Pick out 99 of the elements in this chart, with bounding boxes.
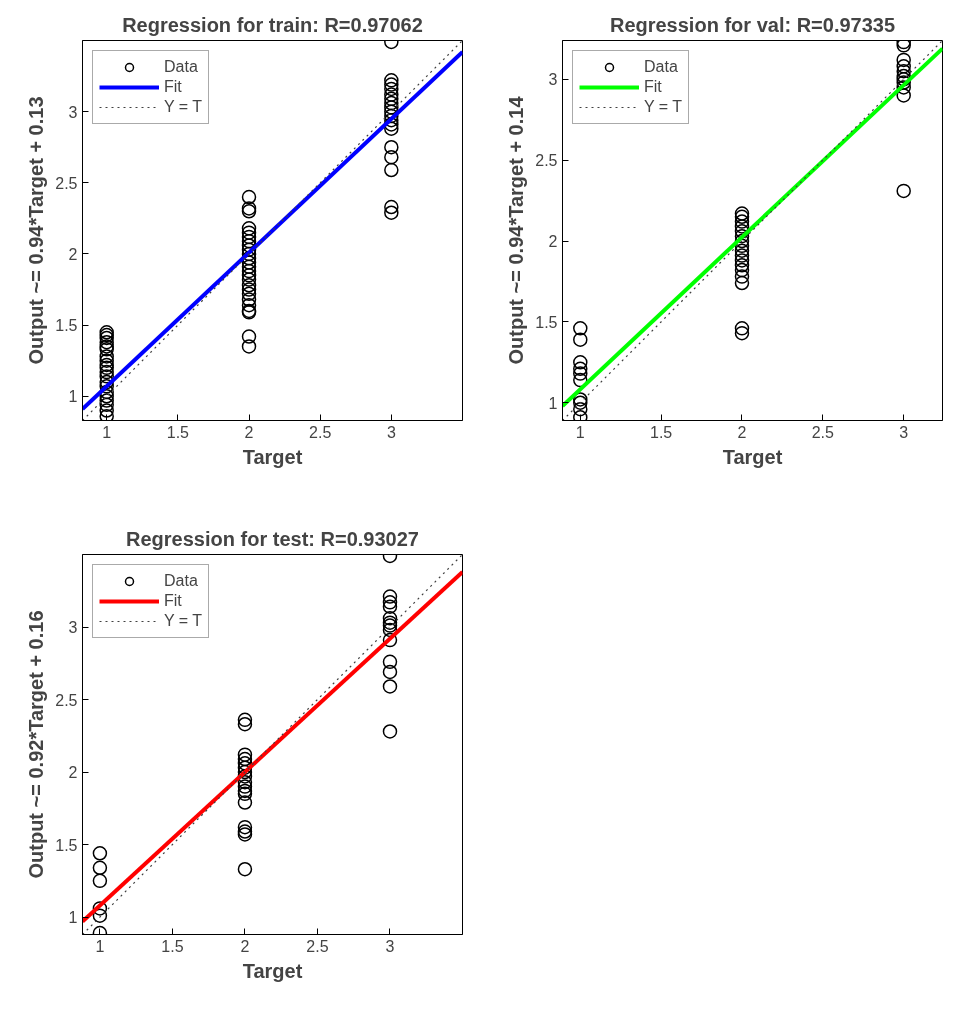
point [382,611,398,626]
chart-title: Regression for val: R=0.97335 [609,13,896,36]
point [237,819,253,835]
y-tick-label: 1.5 [535,313,558,331]
point [734,253,750,268]
y-axis-title: Output ~= 0.94*Target + 0.13 [25,96,48,365]
point [896,80,911,95]
y-tick-label: 3 [68,619,78,637]
y-tick-label: 3 [68,103,78,121]
point [237,769,253,784]
x-axis-title: Target [242,959,303,982]
point [734,262,750,278]
point [382,664,398,680]
x-tick-label: 2 [240,937,250,955]
point [237,764,253,780]
y-tick-label: 1 [68,909,78,927]
y-tick-label: 3 [548,71,558,89]
point [734,228,750,244]
point [92,873,108,889]
point [573,355,588,370]
point [573,366,588,381]
point [734,269,750,284]
x-tick-label: 1.5 [161,937,184,955]
y-tick-label: 1.5 [55,836,78,854]
point [573,410,588,421]
point [573,361,588,376]
x-tick-label: 3 [385,937,395,955]
x-axis-title: Target [242,445,303,468]
point [382,679,398,694]
y-tick-label: 2.5 [55,174,78,192]
point [734,243,750,258]
legend-label: Fit [164,592,183,610]
legend-label: Data [644,58,678,76]
x-tick-label: 2.5 [309,423,332,441]
point [382,724,398,739]
point [92,908,108,923]
chart-title: Regression for test: R=0.93027 [126,527,419,550]
y-tick-label: 1 [548,394,558,412]
point [92,901,108,916]
y-tick-label: 2 [68,245,78,263]
y-tick-label: 1 [68,388,78,406]
y-tick-label: 2 [548,233,558,251]
point [237,862,253,877]
x-tick-label: 2 [244,423,254,441]
point [734,275,750,291]
point [237,779,253,794]
point [237,774,253,790]
y-tick-label: 2.5 [55,691,78,709]
legend-label: Y = T [164,612,203,630]
point [382,599,398,614]
point [896,63,911,79]
x-tick-label: 3 [899,423,909,441]
point [92,860,108,876]
point [237,712,253,728]
point [382,632,398,648]
x-tick-label: 2 [737,423,747,441]
x-tick-label: 3 [386,423,396,441]
point [896,183,911,199]
point [237,795,253,810]
point [237,747,253,762]
legend-label: Y = T [164,98,203,116]
point [896,88,911,103]
x-tick-label: 1 [102,423,112,441]
point [382,595,398,610]
point [92,846,108,861]
legend-label: Y = T [644,98,683,116]
y-tick-label: 1.5 [55,317,78,335]
point [896,52,911,68]
y-tick-label: 2 [68,764,78,782]
chart-title: Regression for train: R=0.97062 [122,13,423,36]
legend-label: Fit [164,78,183,96]
point [734,321,750,336]
legend-label: Fit [644,78,663,96]
point [734,258,750,273]
point [896,59,911,74]
point [734,325,750,341]
point [573,332,588,347]
point [382,654,398,670]
point [734,214,750,229]
legend-label: Data [164,572,198,590]
point [573,401,588,417]
x-tick-label: 1 [575,423,585,441]
y-axis-title: Output ~= 0.92*Target + 0.16 [25,610,48,879]
point [734,248,750,263]
point [382,589,398,604]
y-tick-label: 2.5 [535,152,558,170]
x-tick-label: 1.5 [650,423,673,441]
point [237,716,253,732]
point [734,233,750,249]
point [573,321,588,336]
x-tick-label: 2.5 [306,937,329,955]
point [237,751,253,767]
legend-label: Data [164,58,198,76]
x-tick-label: 1.5 [166,423,190,441]
point [734,219,750,234]
x-axis-title: Target [722,445,783,468]
x-tick-label: 2.5 [811,423,835,441]
y-axis-title: Output ~= 0.94*Target + 0.14 [505,95,528,365]
x-tick-label: 1 [95,937,105,955]
